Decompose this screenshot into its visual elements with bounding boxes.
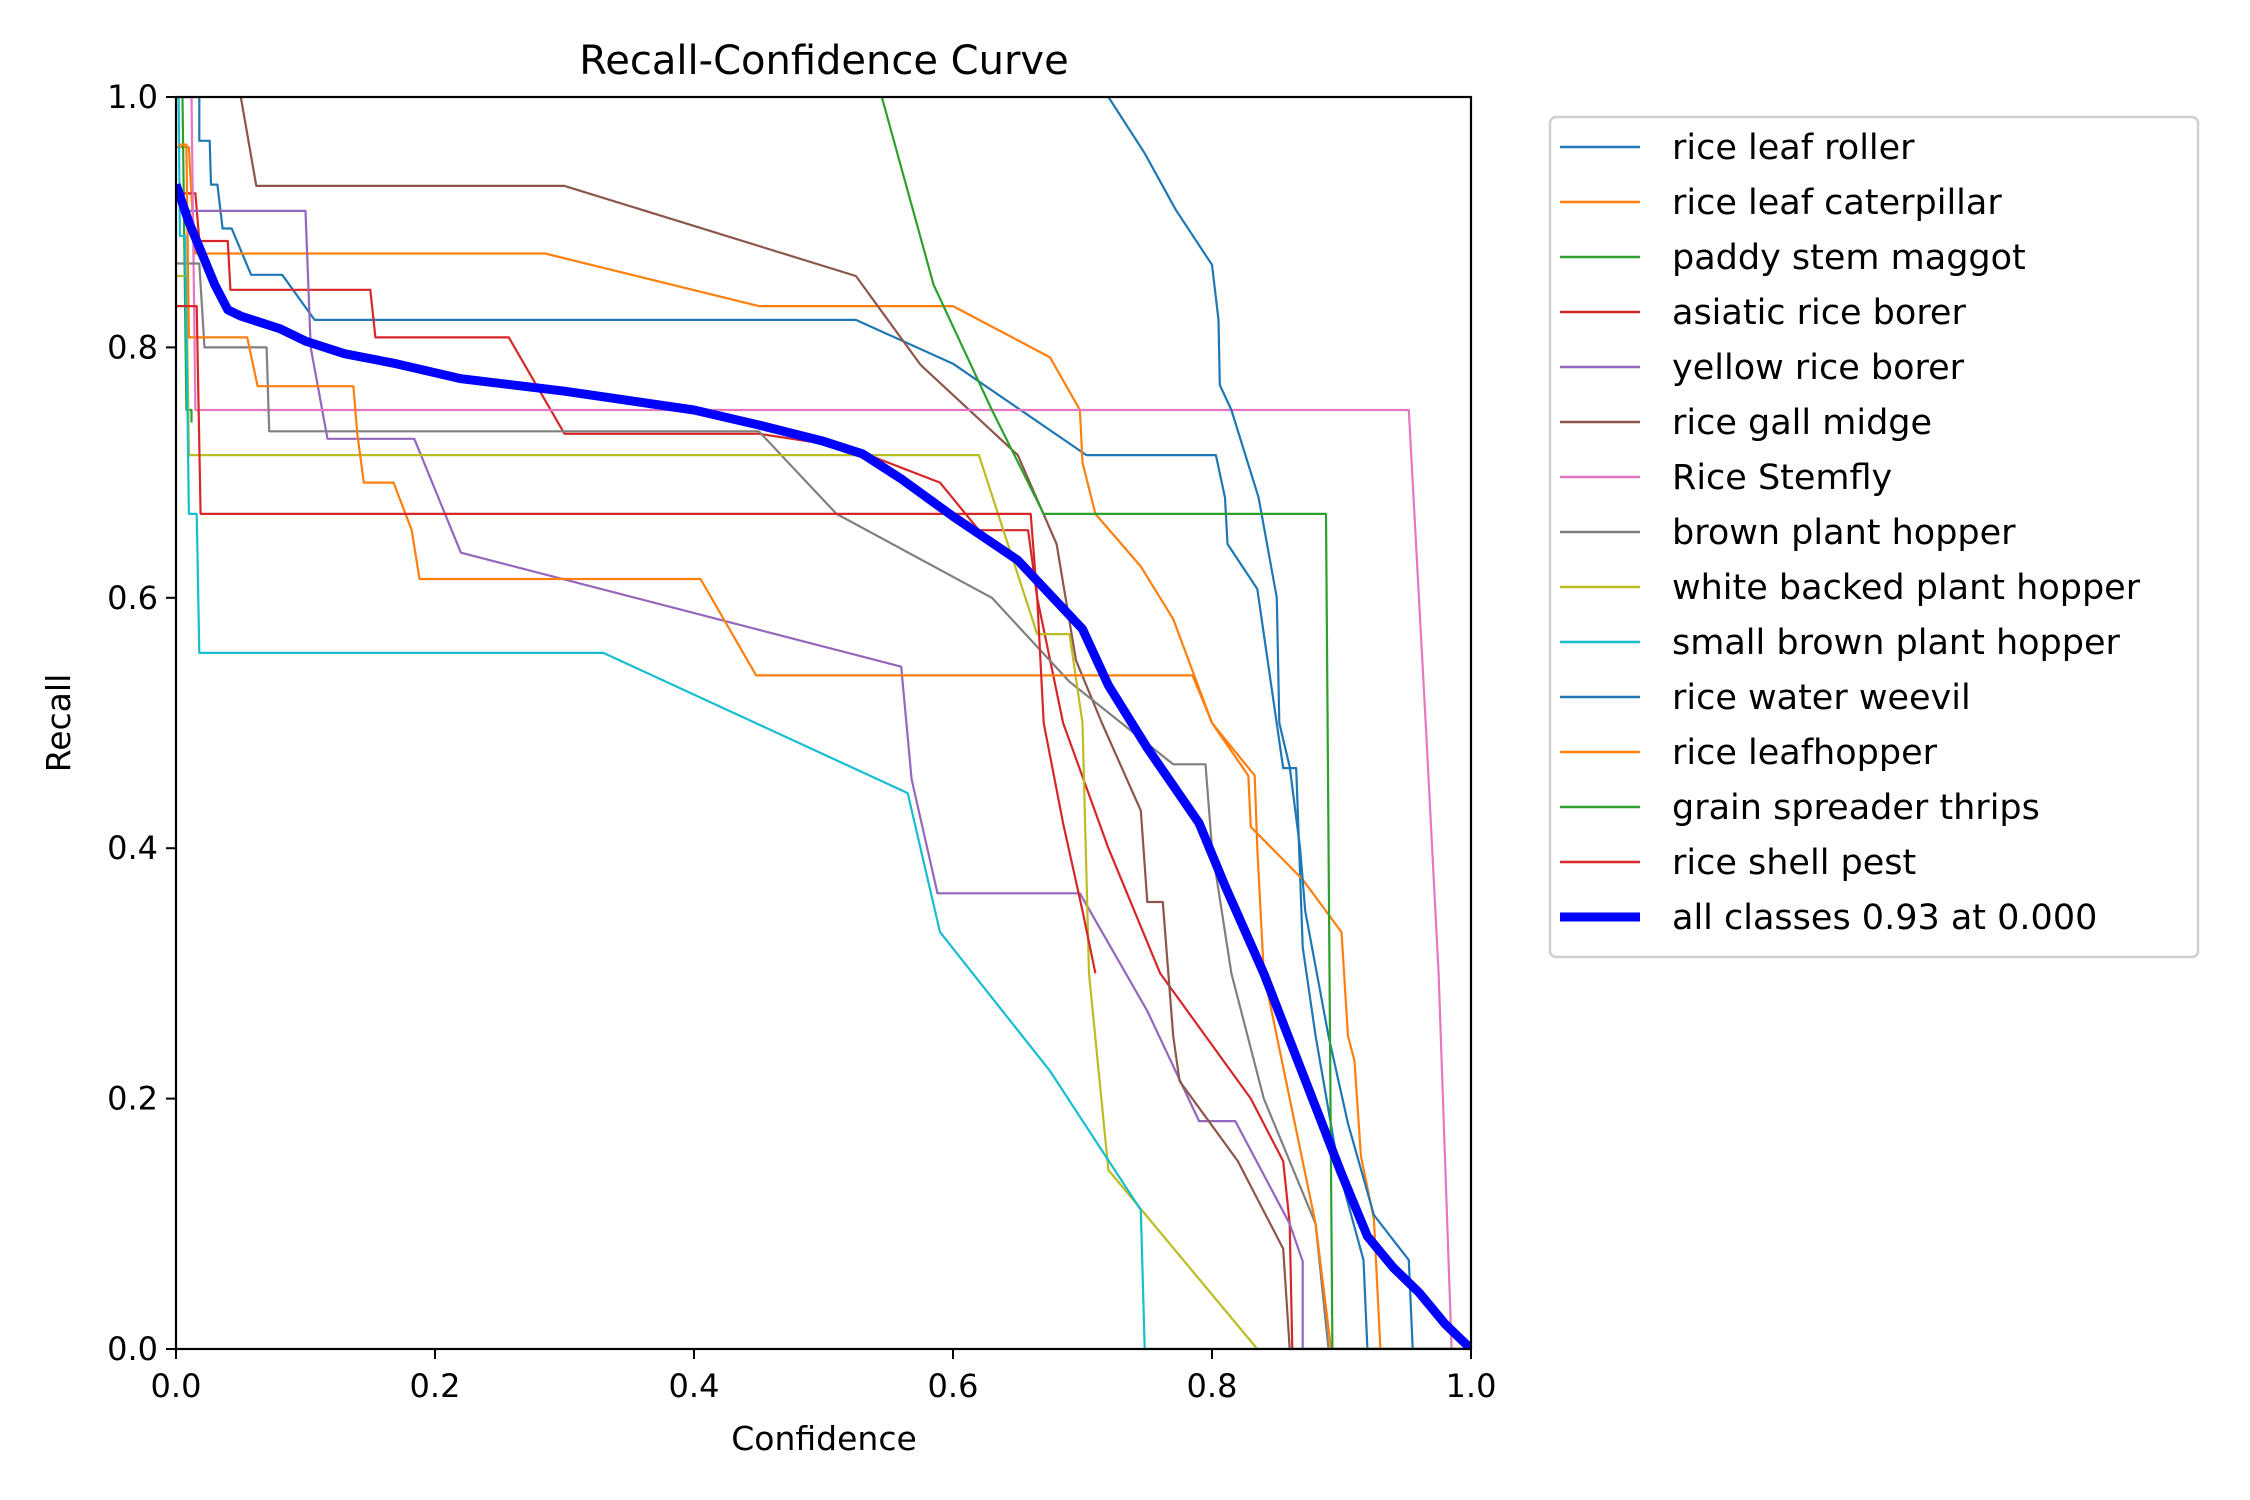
x-tick-label: 0.8 <box>1187 1367 1238 1405</box>
legend-item: all classes 0.93 at 0.000 <box>1560 898 2097 938</box>
legend-item: grain spreader thrips <box>1560 788 2040 828</box>
y-axis-ticks: 0.0 0.2 0.4 0.6 0.8 1.0 <box>107 78 176 1368</box>
y-tick-label: 0.8 <box>107 328 158 366</box>
series-line-yellow-rice-borer <box>181 209 1471 1349</box>
legend-label: rice shell pest <box>1672 843 1916 883</box>
legend-item: brown plant hopper <box>1560 513 2016 553</box>
legend-item: white backed plant hopper <box>1560 568 2141 608</box>
series-line-rice-gall-midge <box>239 97 1471 1349</box>
legend-box <box>1548 115 2200 959</box>
legend-label: rice leaf roller <box>1672 128 1915 168</box>
series-layer <box>176 97 1471 1349</box>
x-tick-label: 0.4 <box>669 1367 720 1405</box>
series-line-rice-leafhopper <box>178 143 1471 1349</box>
legend: rice leaf roller rice leaf caterpillar pad… <box>1548 115 2200 959</box>
series-line-all-classes-0-93-at-0-000 <box>176 183 1471 1349</box>
legend-label: asiatic rice borer <box>1672 293 1966 333</box>
series-line-grain-spreader-thrips <box>880 97 1471 1349</box>
x-tick-label: 0.2 <box>410 1367 461 1405</box>
y-tick-label: 0.6 <box>107 579 158 617</box>
legend-item: yellow rice borer <box>1560 348 1965 388</box>
y-tick-label: 1.0 <box>107 78 158 116</box>
x-tick-label: 0.0 <box>151 1367 202 1405</box>
x-axis-ticks: 0.0 0.2 0.4 0.6 0.8 1.0 <box>151 1349 1497 1405</box>
series-line-rice-stemfly <box>190 97 1471 1349</box>
series-line-brown-plant-hopper <box>176 262 1471 1349</box>
legend-item: rice shell pest <box>1560 843 1916 883</box>
legend-item: small brown plant hopper <box>1560 623 2121 663</box>
legend-item: Rice Stemfly <box>1560 458 1892 498</box>
legend-label: grain spreader thrips <box>1672 788 2040 828</box>
x-tick-label: 1.0 <box>1446 1367 1497 1405</box>
chart-title: Recall-Confidence Curve <box>579 38 1068 84</box>
legend-label: all classes 0.93 at 0.000 <box>1672 898 2097 938</box>
y-tick-label: 0.4 <box>107 829 158 867</box>
legend-label: small brown plant hopper <box>1672 623 2121 663</box>
y-tick-label: 0.2 <box>107 1080 158 1118</box>
legend-item: rice leafhopper <box>1560 733 1938 773</box>
series-line-small-brown-plant-hopper <box>177 97 1471 1349</box>
legend-item: rice leaf roller <box>1560 128 1915 168</box>
legend-label: Rice Stemfly <box>1672 458 1892 498</box>
legend-item: rice water weevil <box>1560 678 1971 718</box>
series-line-rice-leaf-caterpillar <box>176 146 1471 1349</box>
series-line-rice-shell-pest <box>176 305 1097 974</box>
series-line-rice-water-weevil <box>1107 97 1471 1349</box>
legend-label: brown plant hopper <box>1672 513 2016 553</box>
series-line-rice-leaf-roller <box>176 97 1471 1349</box>
series-line-asiatic-rice-borer <box>176 192 1471 1349</box>
legend-item: rice gall midge <box>1560 403 1932 443</box>
y-tick-label: 0.0 <box>107 1330 158 1368</box>
legend-label: yellow rice borer <box>1672 348 1965 388</box>
legend-label: white backed plant hopper <box>1672 568 2141 608</box>
legend-item: asiatic rice borer <box>1560 293 1966 333</box>
legend-label: rice leafhopper <box>1672 733 1938 773</box>
x-tick-label: 0.6 <box>928 1367 979 1405</box>
legend-label: rice leaf caterpillar <box>1672 183 2002 223</box>
x-axis-label: Confidence <box>731 1419 917 1458</box>
axes-frame <box>174 95 1473 1351</box>
legend-label: rice water weevil <box>1672 678 1971 718</box>
legend-label: rice gall midge <box>1672 403 1932 443</box>
legend-item: paddy stem maggot <box>1560 238 2026 278</box>
legend-label: paddy stem maggot <box>1672 238 2026 278</box>
legend-item: rice leaf caterpillar <box>1560 183 2002 223</box>
y-axis-label: Recall <box>39 674 78 772</box>
